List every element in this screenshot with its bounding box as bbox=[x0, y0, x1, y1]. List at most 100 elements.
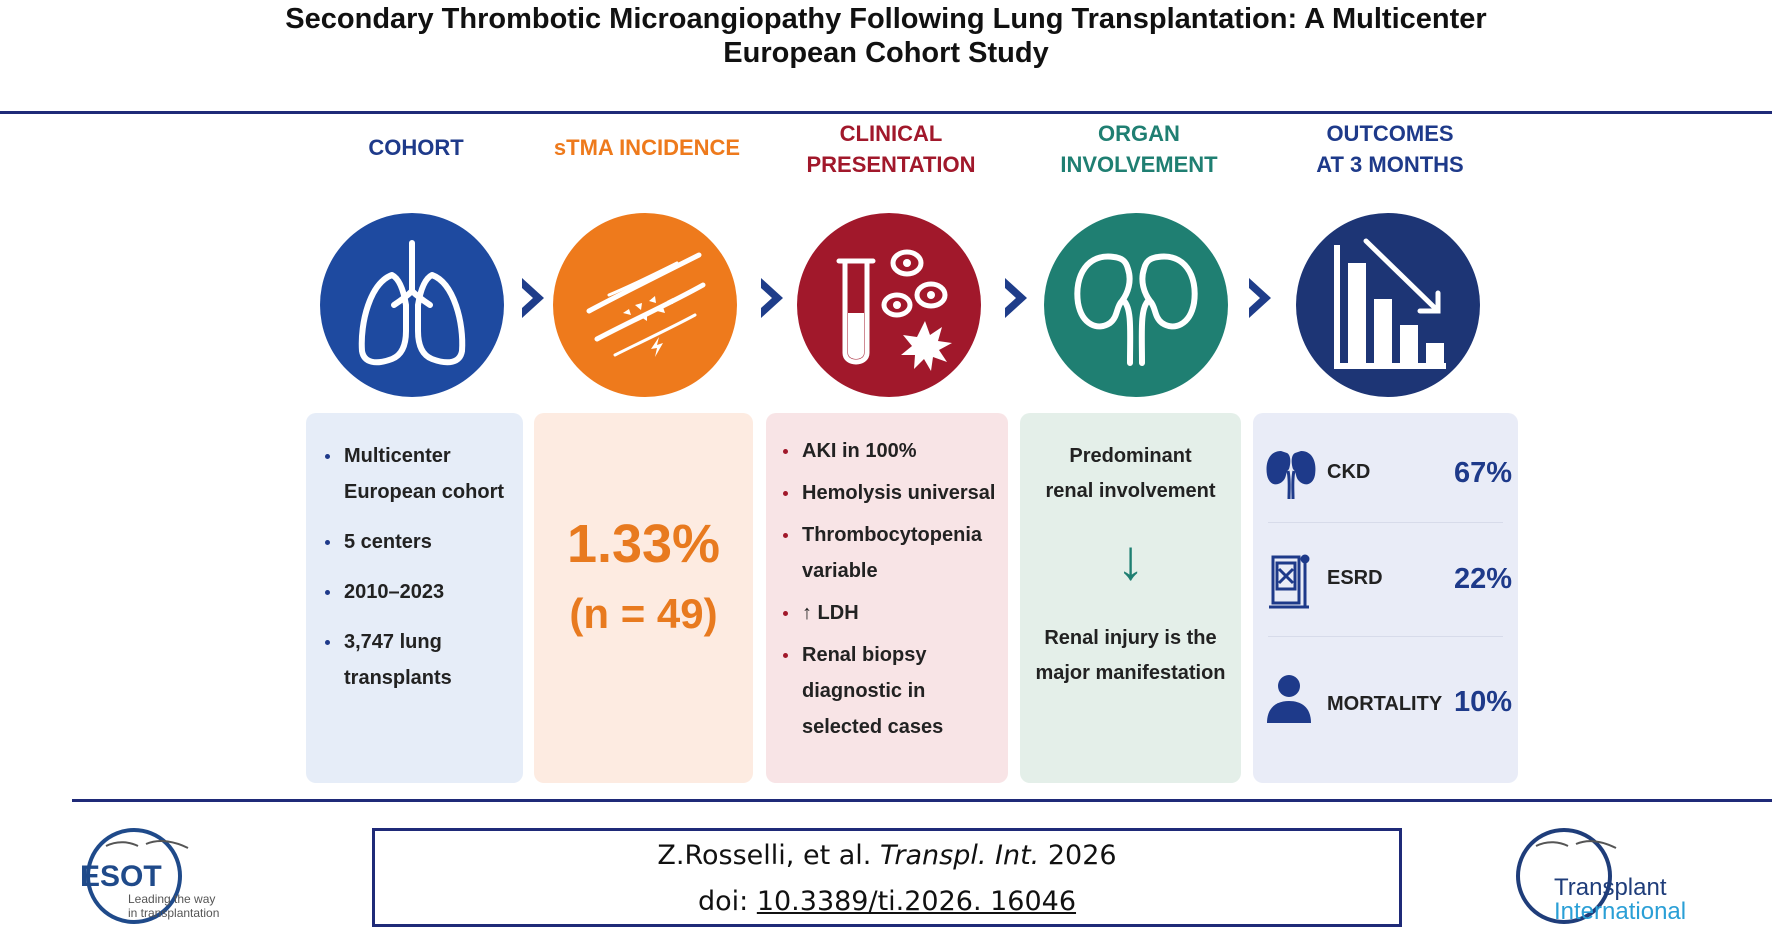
list-item-text: 3,747 lung bbox=[344, 631, 442, 653]
esot-logo: ESOT Leading the way in transplantation bbox=[76, 820, 276, 930]
list-item-text: Thrombocytopenia bbox=[802, 524, 983, 546]
bullet-dot bbox=[325, 640, 330, 645]
list-item-text: Renal biopsy bbox=[802, 644, 927, 666]
list-item-text: 2010–2023 bbox=[344, 581, 445, 603]
declining-bar-chart-icon bbox=[1296, 213, 1480, 397]
list-item: Thrombocytopenia variable bbox=[780, 517, 1006, 589]
heading-clinical-line-2: PRESENTATION bbox=[806, 152, 976, 177]
list-item-text: ↑ LDH bbox=[802, 602, 859, 624]
list-item-text: diagnostic in bbox=[802, 680, 926, 702]
list-item-text: AKI in 100% bbox=[802, 440, 917, 462]
heading-organ-line-2: INVOLVEMENT bbox=[1060, 152, 1218, 177]
title-line-1: Secondary Thrombotic Microangiopathy Fol… bbox=[285, 3, 1487, 35]
doi-prefix: doi: bbox=[697, 886, 749, 917]
bullet-dot bbox=[325, 454, 330, 459]
incidence-count: (n = 49) bbox=[569, 590, 718, 637]
list-item-text: Multicenter bbox=[344, 445, 451, 467]
list-item-text: variable bbox=[802, 560, 878, 582]
outcome-label: MORTALITY bbox=[1327, 693, 1443, 715]
esot-tagline-line-1: Leading the way bbox=[128, 892, 216, 906]
doi-link[interactable]: 10.3389/ti.2026. 16046 bbox=[756, 886, 1077, 917]
list-item: Hemolysis universal bbox=[780, 475, 1006, 511]
heading-incidence: sTMA INCIDENCE bbox=[527, 132, 767, 163]
chevron-right-icon bbox=[516, 274, 550, 322]
chevron-right-icon bbox=[1243, 274, 1277, 322]
top-divider bbox=[0, 111, 1772, 114]
heading-outcomes: OUTCOMES AT 3 MONTHS bbox=[1270, 118, 1510, 180]
esot-logo-tagline: Leading the way in transplantation bbox=[128, 892, 219, 920]
outcome-label: CKD bbox=[1327, 461, 1371, 483]
clinical-list: AKI in 100% Hemolysis universal Thromboc… bbox=[780, 433, 1006, 745]
bullet-dot bbox=[325, 540, 330, 545]
list-item-text: European cohort bbox=[344, 481, 505, 503]
ti-logo-line-2: International bbox=[1554, 898, 1687, 925]
citation-line-1: Z.Rosselli, et al. Transpl. Int. 2026 bbox=[375, 833, 1399, 879]
citation-authors: Z.Rosselli, et al. bbox=[657, 840, 872, 871]
heading-cohort-text: COHORT bbox=[368, 135, 464, 160]
cohort-panel bbox=[306, 413, 523, 783]
transplant-international-logo: Transplant International bbox=[1500, 820, 1730, 930]
list-item: ↑ LDH bbox=[780, 595, 1006, 631]
divider bbox=[1268, 636, 1503, 637]
ti-logo-mark bbox=[1516, 828, 1617, 924]
list-item: 3,747 lung transplants bbox=[322, 624, 522, 696]
blood-vessel-icon bbox=[553, 213, 737, 397]
test-tube-icon bbox=[797, 213, 981, 397]
heading-incidence-text: sTMA INCIDENCE bbox=[553, 135, 741, 160]
divider bbox=[1268, 522, 1503, 523]
kidneys-icon bbox=[1266, 451, 1316, 500]
esot-logo-mark bbox=[86, 828, 189, 924]
organ-top-text: Predominant renal involvement bbox=[1020, 439, 1241, 509]
heading-organ-line-1: ORGAN bbox=[1098, 121, 1180, 146]
dialysis-machine-icon bbox=[1269, 554, 1310, 609]
list-item: Renal biopsy diagnostic in selected case… bbox=[780, 637, 1006, 745]
list-item: Multicenter European cohort bbox=[322, 438, 522, 510]
person-icon bbox=[1267, 675, 1311, 723]
ti-logo-line-1: Transplant bbox=[1554, 874, 1667, 901]
incidence-panel bbox=[534, 413, 753, 783]
bottom-divider bbox=[72, 799, 1772, 802]
list-item-text: Hemolysis universal bbox=[802, 482, 996, 504]
organ-bottom-line-1: Renal injury is the bbox=[1044, 627, 1217, 649]
organ-panel bbox=[1020, 413, 1241, 783]
organ-top-line-2: renal involvement bbox=[1045, 480, 1216, 502]
heading-outcomes-line-1: OUTCOMES bbox=[1326, 121, 1454, 146]
citation-year: 2026 bbox=[1047, 840, 1117, 871]
list-item-text: transplants bbox=[344, 667, 452, 689]
kidneys-icon bbox=[1044, 213, 1228, 397]
citation-box: Z.Rosselli, et al. Transpl. Int. 2026 do… bbox=[372, 828, 1402, 927]
organ-bottom-line-2: major manifestation bbox=[1035, 662, 1226, 684]
outcome-label: ESRD bbox=[1327, 567, 1383, 589]
organ-top-line-1: Predominant bbox=[1069, 445, 1192, 467]
esot-tagline-line-2: in transplantation bbox=[128, 906, 220, 920]
heading-organ: ORGAN INVOLVEMENT bbox=[1019, 118, 1259, 180]
lungs-icon bbox=[320, 213, 504, 397]
list-item: AKI in 100% bbox=[780, 433, 1006, 469]
down-arrow-icon: ↓ bbox=[1116, 528, 1145, 591]
bullet-dot bbox=[783, 653, 788, 658]
outcome-row-ckd: CKD 67% bbox=[1253, 439, 1518, 509]
page-title: Secondary Thrombotic Microangiopathy Fol… bbox=[0, 2, 1772, 70]
chevron-right-icon bbox=[999, 274, 1033, 322]
organ-bottom-text: Renal injury is the major manifestation bbox=[1020, 621, 1241, 691]
outcome-value: 22% bbox=[1453, 563, 1512, 595]
list-item-text: selected cases bbox=[802, 716, 944, 738]
outcome-row-mortality: MORTALITY 10% bbox=[1253, 669, 1518, 739]
outcome-row-esrd: ESRD 22% bbox=[1253, 545, 1518, 615]
clinical-panel bbox=[766, 413, 1008, 783]
bullet-dot bbox=[783, 533, 788, 538]
bullet-dot bbox=[783, 449, 788, 454]
esot-logo-name: ESOT bbox=[80, 860, 162, 893]
heading-clinical-line-1: CLINICAL bbox=[839, 121, 943, 146]
incidence-percent: 1.33% bbox=[566, 514, 721, 574]
outcome-value: 67% bbox=[1453, 457, 1512, 489]
list-item: 5 centers bbox=[322, 524, 522, 560]
bullet-dot bbox=[325, 590, 330, 595]
outcome-value: 10% bbox=[1453, 686, 1512, 718]
citation-journal: Transpl. Int. bbox=[879, 840, 1040, 871]
list-item: 2010–2023 bbox=[322, 574, 522, 610]
heading-cohort: COHORT bbox=[296, 132, 536, 163]
cohort-list: Multicenter European cohort 5 centers 20… bbox=[322, 438, 522, 696]
list-item-text: 5 centers bbox=[344, 531, 432, 553]
heading-outcomes-line-2: AT 3 MONTHS bbox=[1316, 152, 1464, 177]
